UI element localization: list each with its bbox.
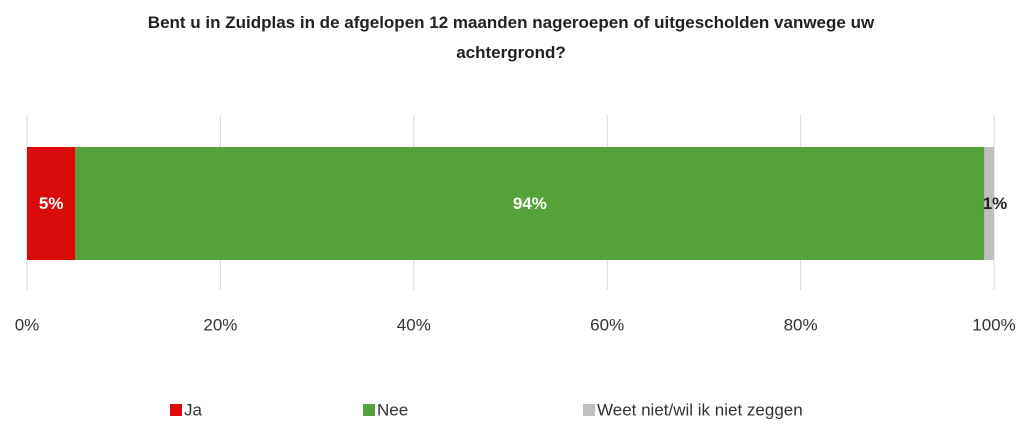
x-tick-label: 60%: [590, 315, 624, 334]
bar-segment: [984, 147, 994, 260]
legend-label: Nee: [377, 400, 408, 419]
data-label: 94%: [513, 194, 547, 213]
bar-segment: [27, 147, 76, 260]
data-label: 1%: [983, 194, 1008, 213]
legend-swatch: [583, 404, 595, 416]
x-tick-label: 80%: [784, 315, 818, 334]
x-tick-label: 20%: [203, 315, 237, 334]
legend-swatch: [363, 404, 375, 416]
chart-title: Bent u in Zuidplas in de afgelopen 12 ma…: [147, 13, 875, 62]
x-tick-label: 40%: [397, 315, 431, 334]
x-tick-label: 0%: [15, 315, 40, 334]
legend-swatch: [170, 404, 182, 416]
x-tick-label: 100%: [972, 315, 1015, 334]
legend-label: Weet niet/wil ik niet zeggen: [597, 400, 803, 419]
data-label: 5%: [39, 194, 64, 213]
bar-segment: [75, 147, 985, 260]
legend-label: Ja: [184, 400, 203, 419]
